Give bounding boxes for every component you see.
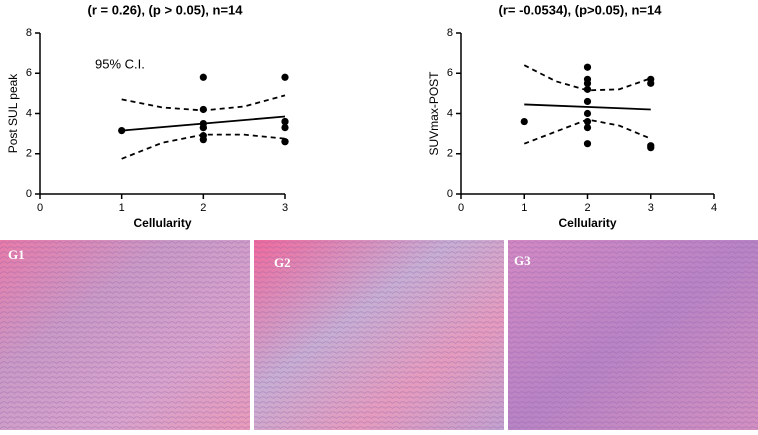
point	[281, 123, 289, 132]
panel-label: G3	[514, 253, 531, 268]
point	[583, 140, 592, 148]
point	[281, 138, 289, 146]
annotation: 95% C.I.	[95, 56, 145, 71]
histology-panel: G1	[0, 240, 250, 430]
point	[583, 123, 592, 132]
x-tick-label: 2	[200, 202, 206, 214]
y-tick-label: 8	[447, 27, 453, 39]
point	[281, 117, 289, 126]
point	[647, 79, 655, 87]
chart-title: (r= -0.0534), (p>0.05), n=14	[499, 2, 663, 17]
y-tick-label: 6	[26, 67, 32, 79]
x-tick-label: 3	[282, 202, 288, 214]
point	[199, 105, 207, 114]
x-axis-label: Cellularity	[558, 216, 616, 230]
point	[118, 127, 126, 135]
x-tick-label: 1	[119, 202, 125, 214]
point	[199, 123, 207, 132]
y-tick-label: 4	[447, 107, 453, 119]
histology-panel: G2	[254, 240, 504, 430]
x-tick-label: 0	[458, 202, 464, 214]
histology-panel: G3	[508, 240, 758, 430]
y-tick-label: 2	[447, 148, 453, 160]
y-tick-label: 6	[447, 67, 453, 79]
point	[583, 97, 592, 106]
fit-line	[524, 103, 651, 111]
x-tick-label: 2	[584, 202, 590, 214]
ci-upper	[523, 64, 652, 92]
x-tick-label: 4	[711, 202, 717, 214]
point	[583, 85, 592, 93]
point	[647, 144, 655, 152]
x-tick-label: 1	[521, 202, 527, 214]
y-tick-label: 4	[26, 107, 32, 119]
x-tick-label: 3	[648, 202, 654, 214]
y-tick-label: 0	[447, 188, 453, 200]
x-tick-label: 0	[37, 202, 43, 214]
y-tick-label: 8	[26, 27, 32, 39]
point	[583, 63, 592, 71]
y-tick-label: 2	[26, 148, 32, 160]
point	[199, 73, 207, 81]
point	[281, 73, 289, 81]
point	[583, 79, 592, 87]
chart-title: (r = 0.26), (p > 0.05), n=14	[88, 2, 244, 17]
point	[199, 136, 207, 144]
x-axis-label: Cellularity	[133, 216, 191, 230]
point	[583, 109, 592, 118]
y-axis-label: Post SUL peak	[6, 73, 20, 154]
y-axis-label: SUVmax-POST	[427, 71, 441, 156]
panel-label: G2	[274, 255, 291, 270]
point	[583, 117, 592, 126]
y-tick-label: 0	[26, 188, 32, 200]
point	[520, 117, 528, 126]
panel-label: G1	[8, 247, 25, 262]
